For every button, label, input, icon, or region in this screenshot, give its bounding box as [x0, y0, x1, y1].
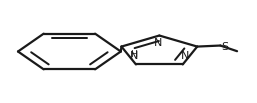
Text: H: H: [130, 50, 137, 59]
Text: S: S: [221, 42, 228, 52]
Text: N: N: [181, 51, 189, 61]
Text: N: N: [154, 38, 162, 48]
Text: N: N: [130, 51, 138, 61]
